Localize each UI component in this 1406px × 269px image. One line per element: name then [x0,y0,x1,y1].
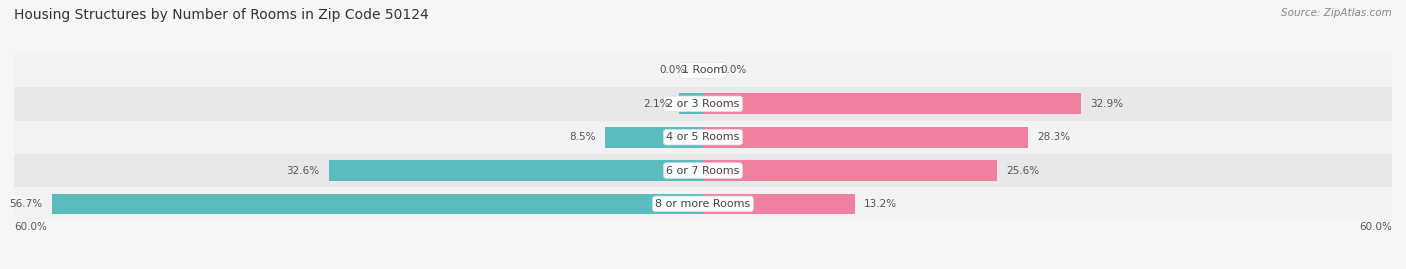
Bar [703,94,1081,114]
Bar [14,54,1392,87]
Text: 8 or more Rooms: 8 or more Rooms [655,199,751,209]
Bar [329,160,703,181]
Text: 1 Room: 1 Room [682,65,724,76]
Text: 4 or 5 Rooms: 4 or 5 Rooms [666,132,740,142]
Text: 60.0%: 60.0% [1360,222,1392,232]
Bar [703,127,1028,147]
Text: 32.6%: 32.6% [287,165,319,176]
Text: 0.0%: 0.0% [659,65,686,76]
Text: 6 or 7 Rooms: 6 or 7 Rooms [666,165,740,176]
Text: 2.1%: 2.1% [643,99,669,109]
Text: 2 or 3 Rooms: 2 or 3 Rooms [666,99,740,109]
Text: 56.7%: 56.7% [10,199,42,209]
Bar [14,187,1392,221]
Text: 28.3%: 28.3% [1038,132,1070,142]
Text: 60.0%: 60.0% [14,222,46,232]
Bar [703,194,855,214]
Bar [679,94,703,114]
Text: 8.5%: 8.5% [569,132,596,142]
Bar [14,154,1392,187]
Bar [703,160,997,181]
Text: 25.6%: 25.6% [1007,165,1039,176]
Bar [52,194,703,214]
Text: Source: ZipAtlas.com: Source: ZipAtlas.com [1281,8,1392,18]
Bar [606,127,703,147]
Text: 0.0%: 0.0% [720,65,747,76]
Bar [14,87,1392,121]
Text: 32.9%: 32.9% [1090,99,1123,109]
Text: 13.2%: 13.2% [863,199,897,209]
Bar [14,121,1392,154]
Text: Housing Structures by Number of Rooms in Zip Code 50124: Housing Structures by Number of Rooms in… [14,8,429,22]
